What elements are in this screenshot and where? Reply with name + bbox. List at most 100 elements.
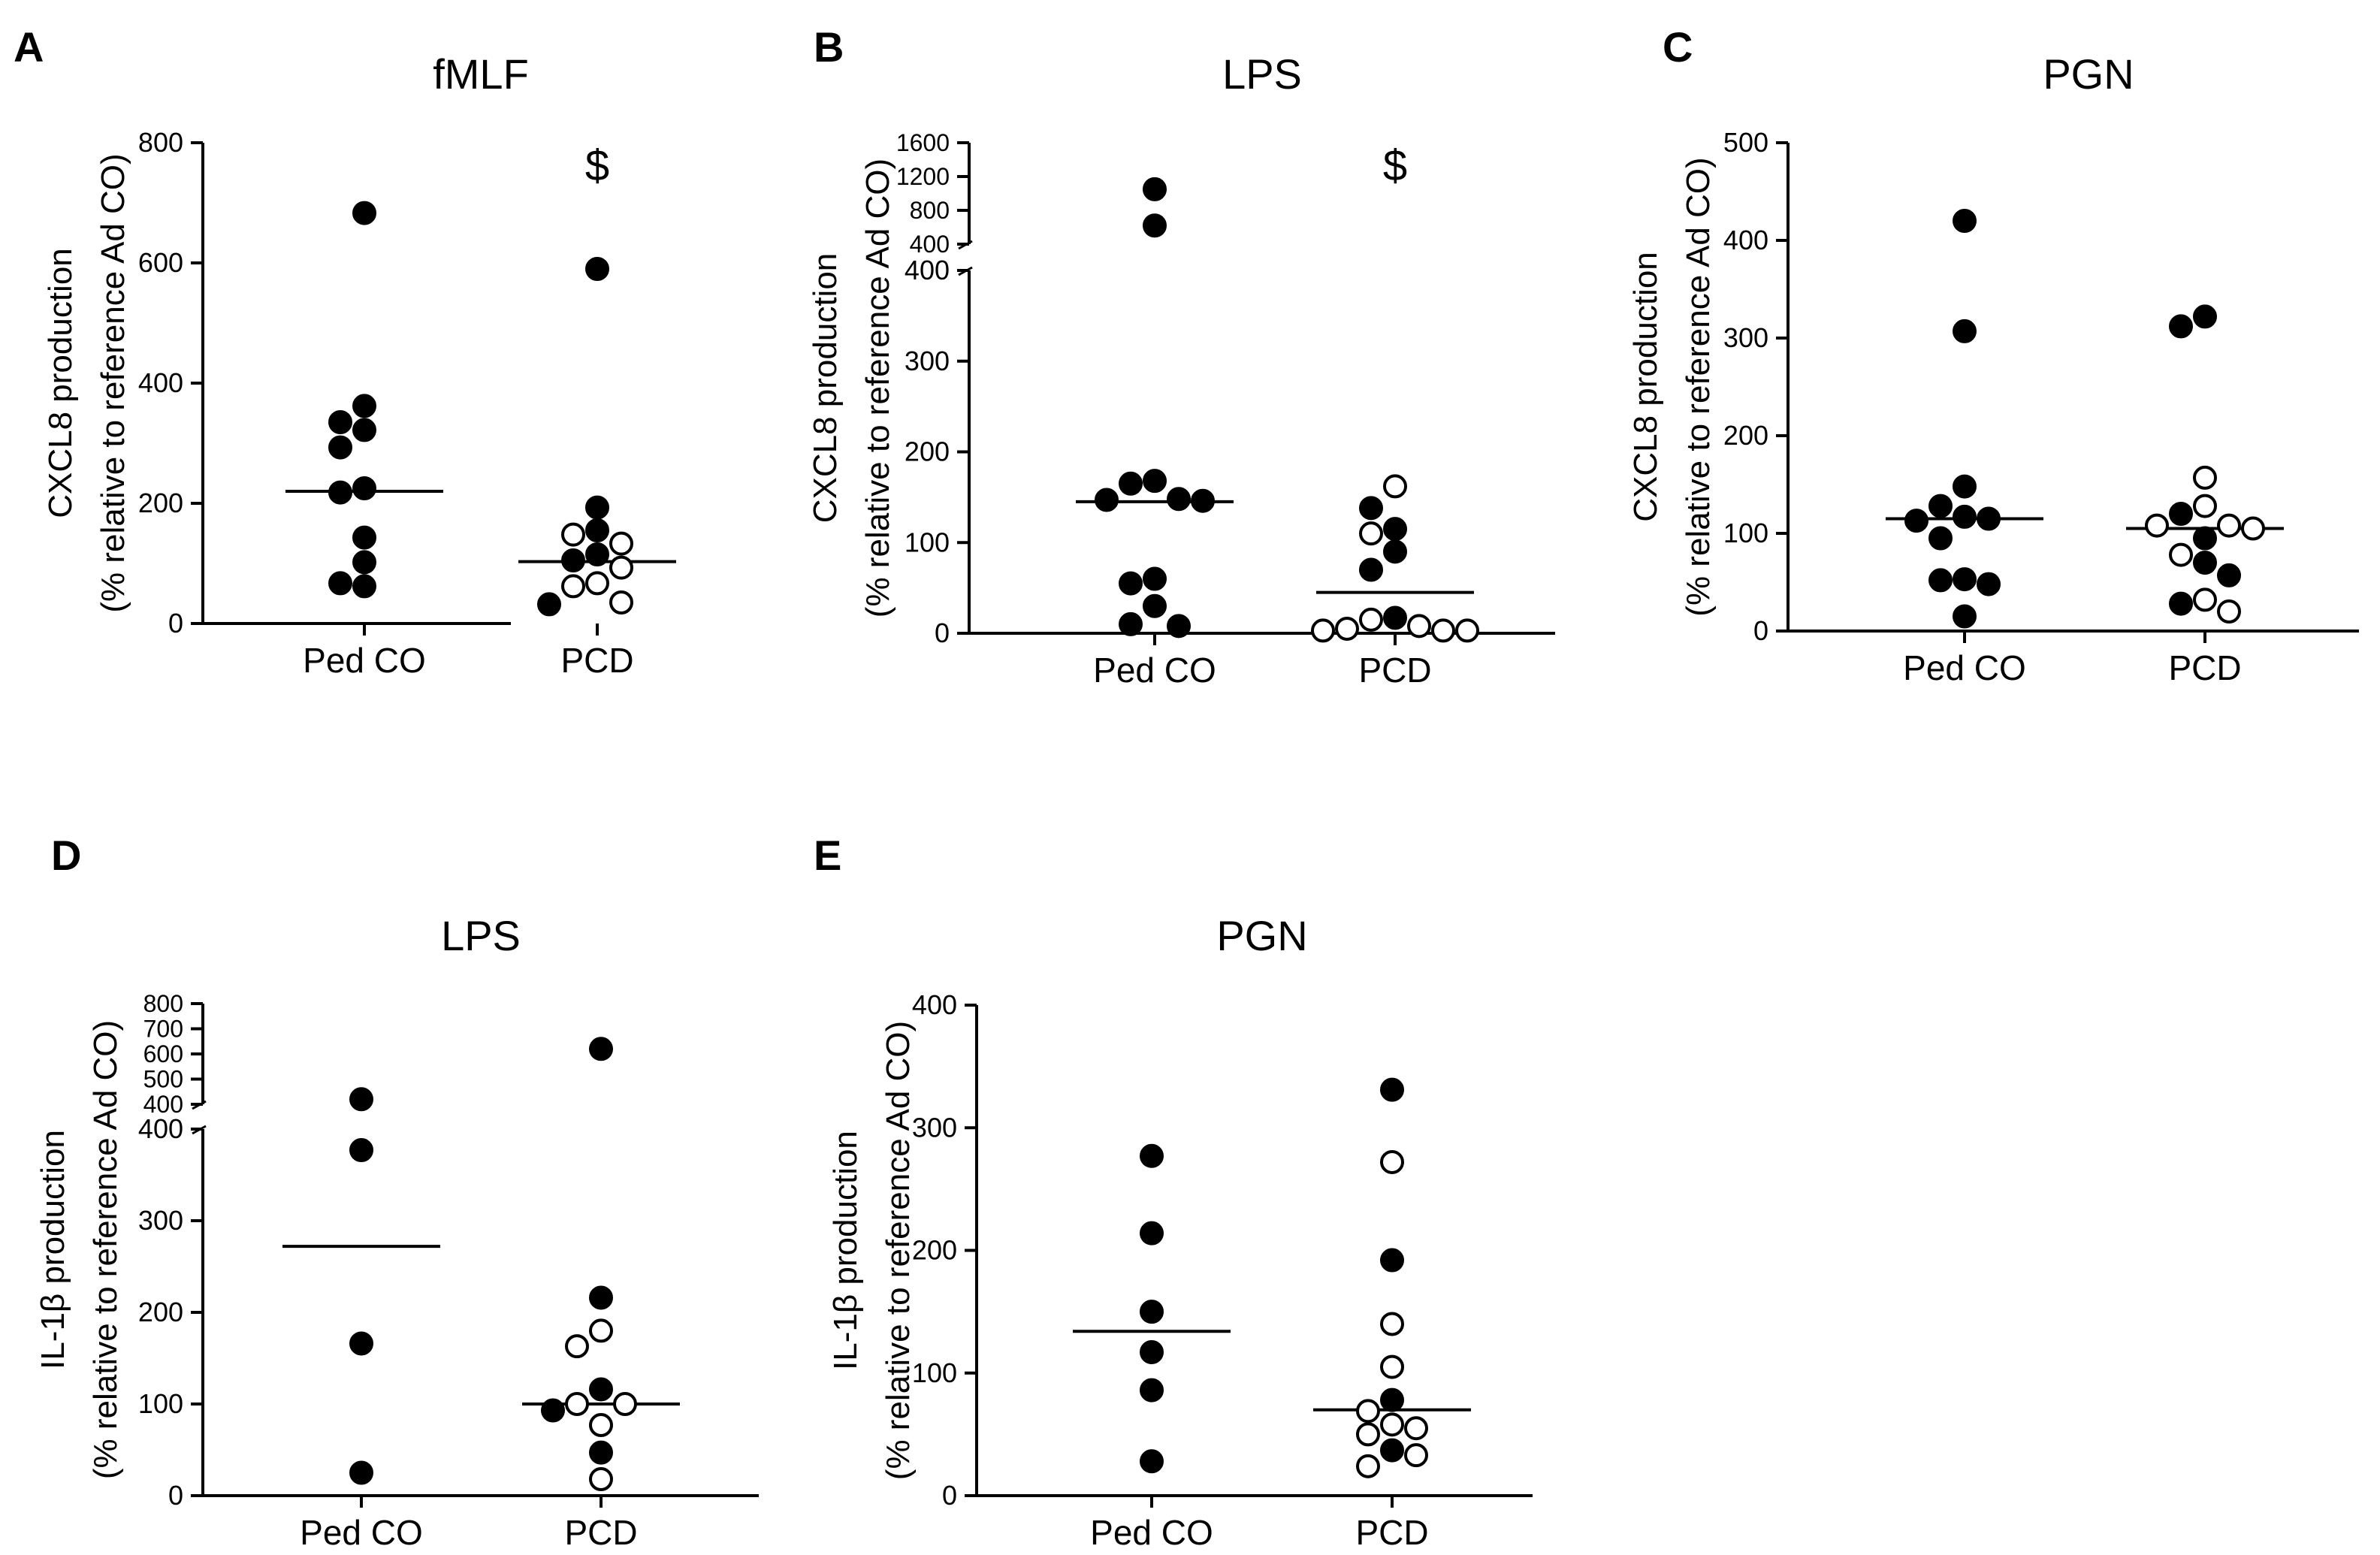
y-axis-title-line: (% relative to reference Ad CO)	[87, 1020, 124, 1479]
data-point-filled	[1140, 1378, 1164, 1403]
data-point-open	[2145, 513, 2169, 538]
data-point-open	[2217, 513, 2241, 538]
y-tick-label: 200	[138, 488, 183, 518]
data-point-filled	[328, 480, 352, 505]
data-point-filled	[1359, 496, 1383, 521]
x-category-label: PCD	[1358, 651, 1431, 690]
data-point-open	[2217, 599, 2241, 624]
data-point-filled	[1095, 488, 1119, 512]
data-point-filled	[2217, 563, 2241, 587]
data-point-open	[589, 1318, 613, 1343]
y-tick-label: 0	[1753, 615, 1768, 646]
y-tick-label-upper: 800	[910, 197, 950, 224]
data-point-filled	[1143, 566, 1167, 591]
data-point-open	[561, 522, 585, 547]
data-point-filled	[1359, 557, 1383, 582]
data-point-open	[1380, 1354, 1404, 1379]
data-point-open	[2193, 465, 2217, 490]
y-tick-label: 300	[1723, 322, 1768, 353]
data-point-open	[613, 1392, 637, 1416]
data-point-filled	[1140, 1339, 1164, 1364]
panel-title: fMLF	[433, 50, 529, 98]
data-point-filled	[2193, 304, 2217, 329]
y-tick-label-upper: 1200	[896, 163, 950, 190]
data-point-open	[1311, 618, 1335, 643]
data-point-filled	[1191, 488, 1215, 513]
data-point-open	[2193, 587, 2217, 612]
data-point-filled	[352, 574, 376, 599]
data-point-filled	[352, 201, 376, 225]
data-point-open	[1359, 607, 1383, 632]
data-point-filled	[585, 542, 609, 566]
y-tick-label: 0	[942, 1480, 957, 1511]
panel-c: C PGN CXCL8 production (% relative to refer…	[1627, 23, 2359, 687]
data-point-open	[609, 555, 633, 580]
data-point-filled	[585, 518, 609, 542]
x-category-label: PCD	[1355, 1513, 1428, 1552]
data-point-filled	[1383, 539, 1407, 564]
data-point-filled	[1119, 611, 1143, 636]
data-point-filled	[349, 1331, 373, 1356]
y-tick-label-upper: 500	[143, 1066, 183, 1093]
data-point-open	[589, 1467, 613, 1492]
data-point-filled	[1383, 517, 1407, 542]
data-point-filled	[1928, 494, 1953, 518]
data-point-filled	[1167, 487, 1191, 512]
data-point-filled	[1953, 567, 1977, 592]
data-point-filled	[1383, 605, 1407, 630]
y-axis-title-line: (% relative to reference Ad CO)	[1680, 157, 1717, 616]
data-point-open	[565, 1392, 589, 1416]
data-point-filled	[2193, 551, 2217, 575]
y-tick-label: 400	[1723, 225, 1768, 255]
data-point-filled	[2193, 526, 2217, 551]
data-point-open	[1356, 1422, 1380, 1447]
data-point-filled	[352, 394, 376, 418]
data-point-filled	[2169, 591, 2193, 616]
y-tick-label: 300	[912, 1112, 957, 1143]
y-tick-label: 500	[1723, 127, 1768, 158]
data-point-open	[2241, 516, 2265, 541]
data-point-filled	[1380, 1248, 1404, 1273]
data-point-open	[1380, 1312, 1404, 1336]
y-tick-label: 600	[138, 247, 183, 278]
x-category-label: PCD	[2168, 648, 2241, 687]
y-axis-title-line: CXCL8 production	[1627, 252, 1664, 522]
data-point-filled	[1143, 213, 1167, 238]
data-point-filled	[1143, 469, 1167, 494]
y-tick-label: 100	[1723, 518, 1768, 548]
data-point-filled	[1140, 1300, 1164, 1324]
y-tick-label: 100	[905, 527, 950, 557]
y-tick-label: 0	[935, 617, 950, 648]
y-tick-label: 300	[138, 1205, 183, 1236]
data-point-filled	[1953, 209, 1977, 233]
x-category-label: Ped CO	[1093, 651, 1216, 690]
panel-title: LPS	[1222, 50, 1302, 98]
panel-label: E	[814, 832, 841, 879]
panel-title: PGN	[1216, 912, 1307, 959]
y-tick-label: 400	[138, 367, 183, 398]
data-point-open	[609, 590, 633, 614]
data-point-filled	[585, 257, 609, 281]
y-axis-title-line: (% relative to reference Ad CO)	[95, 153, 131, 612]
data-point-filled	[1977, 506, 2001, 531]
y-axis-title-line: IL-1β production	[35, 1130, 71, 1369]
panel-label: B	[814, 23, 844, 71]
data-point-open	[589, 1413, 613, 1438]
data-point-filled	[541, 1398, 565, 1423]
data-point-filled	[1140, 1449, 1164, 1474]
data-point-filled	[328, 571, 352, 596]
y-axis-title-line: (% relative to reference Ad CO)	[880, 1021, 917, 1480]
data-point-filled	[1904, 509, 1928, 533]
y-axis-title-line: (% relative to reference Ad CO)	[859, 159, 896, 617]
data-point-filled	[1977, 572, 2001, 596]
data-point-filled	[352, 525, 376, 550]
data-point-filled	[1119, 471, 1143, 496]
data-point-filled	[589, 1285, 613, 1310]
data-point-open	[1380, 1149, 1404, 1174]
data-point-filled	[349, 1138, 373, 1163]
y-tick-label: 800	[138, 127, 183, 158]
y-tick-label-upper: 800	[143, 990, 183, 1017]
data-point-open	[1407, 614, 1431, 639]
panel-label: A	[14, 23, 44, 71]
